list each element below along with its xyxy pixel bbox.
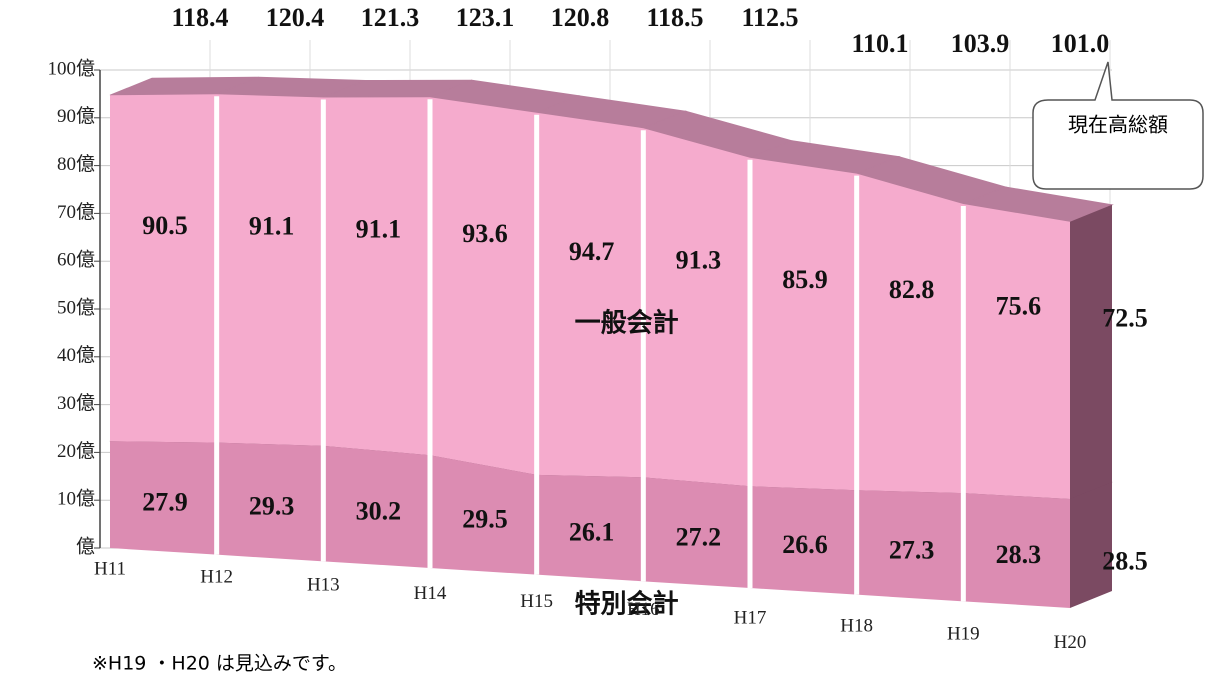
y-tick-label: 70億: [57, 201, 95, 223]
value-label: 30.2: [356, 497, 402, 526]
x-tick-label: H18: [840, 616, 873, 637]
value-label: 94.7: [569, 237, 615, 266]
x-tick-label: H12: [200, 567, 233, 588]
x-tick-label: H16: [627, 599, 660, 620]
value-label: 82.8: [889, 275, 935, 304]
value-label: 26.6: [782, 530, 828, 559]
callout: 現在高総額: [1032, 61, 1204, 190]
total-label: 103.9: [951, 29, 1010, 58]
value-label: 27.2: [676, 522, 722, 551]
total-label: 118.5: [646, 3, 703, 32]
x-tick-label: H13: [307, 575, 340, 596]
series-label: 特別会計: [575, 588, 679, 619]
side-face: [1070, 204, 1112, 500]
total-label: 120.4: [266, 3, 325, 32]
total-label: 110.1: [851, 29, 908, 58]
value-label: 27.9: [142, 488, 188, 517]
total-label: 120.8: [551, 3, 610, 32]
series-area: [110, 94, 1070, 500]
y-tick-label: 90億: [57, 105, 95, 127]
total-label: 118.4: [171, 3, 228, 32]
y-tick-label: 40億: [57, 344, 95, 366]
value-label: 26.1: [569, 518, 615, 547]
value-label: 75.6: [996, 292, 1042, 321]
callout-text: 現在高総額: [1068, 113, 1168, 137]
value-label: 90.5: [142, 211, 188, 240]
x-tick-label: H17: [734, 607, 767, 628]
y-tick-label: 億: [76, 535, 95, 557]
value-label: 28.5: [1102, 546, 1148, 575]
value-label: 91.1: [249, 211, 295, 240]
value-label: 29.3: [249, 492, 295, 521]
y-tick-label: 60億: [57, 249, 95, 271]
y-tick-label: 100億: [47, 57, 95, 79]
x-tick-label: H11: [94, 558, 126, 579]
y-tick-label: 30億: [57, 392, 95, 414]
series-label: 一般会計: [575, 307, 679, 338]
x-tick-label: H19: [947, 624, 980, 645]
side-face: [1070, 482, 1112, 608]
value-label: 27.3: [889, 535, 935, 564]
x-tick-label: H20: [1054, 632, 1087, 653]
y-tick-label: 50億: [57, 296, 95, 318]
note: ※H19 ・H20 は見込みです。: [92, 653, 347, 675]
series-area: [110, 441, 1070, 608]
value-label: 28.3: [996, 540, 1042, 569]
total-label: 121.3: [361, 3, 420, 32]
value-label: 29.5: [462, 505, 508, 534]
y-tick-label: 10億: [57, 488, 95, 510]
total-label: 112.5: [741, 3, 798, 32]
value-label: 93.6: [462, 219, 508, 248]
value-label: 91.3: [676, 246, 722, 275]
y-tick-label: 80億: [57, 153, 95, 175]
callout-bubble: [1032, 61, 1204, 190]
y-tick-label: 20億: [57, 440, 95, 462]
x-tick-label: H14: [414, 583, 447, 604]
x-tick-label: H15: [520, 591, 553, 612]
value-label: 72.5: [1102, 303, 1148, 332]
total-label: 101.0: [1051, 29, 1110, 58]
value-label: 85.9: [782, 265, 828, 294]
total-label: 123.1: [456, 3, 515, 32]
value-label: 91.1: [356, 215, 402, 244]
